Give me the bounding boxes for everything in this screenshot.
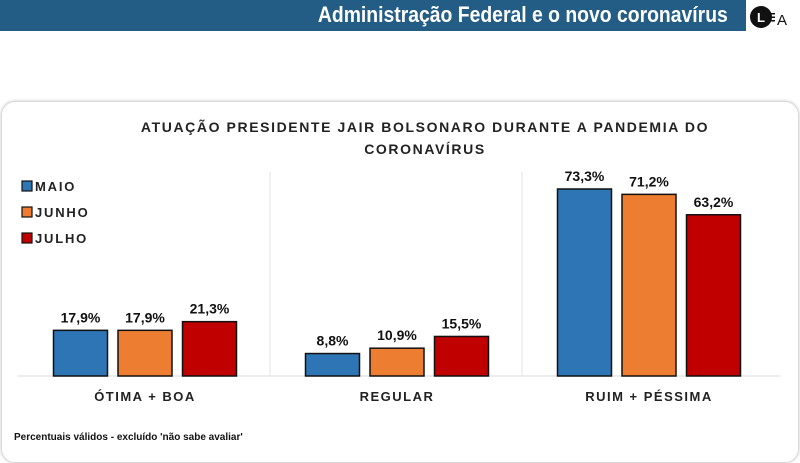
- data-label: 10,9%: [377, 327, 417, 343]
- data-label: 63,2%: [694, 194, 734, 210]
- chart-title: ATUAÇÃO PRESIDENTE JAIR BOLSONARO DURANT…: [140, 119, 710, 157]
- data-label: 15,5%: [442, 315, 482, 331]
- legend-swatch-maio: [21, 180, 33, 192]
- data-label: 17,9%: [61, 309, 101, 325]
- header-bar: Administração Federal e o novo coronavír…: [0, 0, 746, 31]
- bar-junho: [117, 329, 173, 377]
- category-label: RUIM + PÉSSIMA: [585, 389, 713, 404]
- bar-julho: [433, 335, 490, 377]
- bar-junho: [369, 347, 425, 377]
- category-label: REGULAR: [360, 389, 435, 404]
- bar-julho: [181, 320, 238, 377]
- legend-label: JUNHO: [35, 205, 90, 220]
- legend-swatch-julho: [21, 232, 33, 244]
- svg-text:A: A: [777, 12, 787, 29]
- category-label: ÓTIMA + BOA: [94, 389, 196, 404]
- bar-maio: [556, 188, 613, 377]
- data-label: 21,3%: [190, 301, 230, 317]
- logo: L A: [750, 6, 787, 29]
- bar-julho: [685, 214, 742, 377]
- bar-junho: [621, 193, 677, 377]
- data-label: 17,9%: [125, 309, 165, 325]
- legend-label: JULHO: [35, 231, 88, 246]
- data-label: 73,3%: [565, 168, 605, 184]
- footnote: Percentuais válidos - excluído 'não sabe…: [14, 432, 243, 443]
- bar-maio: [304, 352, 361, 377]
- legend-swatch-junho: [21, 206, 33, 218]
- header-title: Administração Federal e o novo coronavír…: [318, 2, 728, 27]
- data-label: 71,2%: [629, 173, 669, 189]
- svg-text:L: L: [757, 10, 765, 25]
- legend-label: MAIO: [35, 179, 76, 194]
- bar-maio: [52, 329, 109, 377]
- data-label: 8,8%: [317, 333, 349, 349]
